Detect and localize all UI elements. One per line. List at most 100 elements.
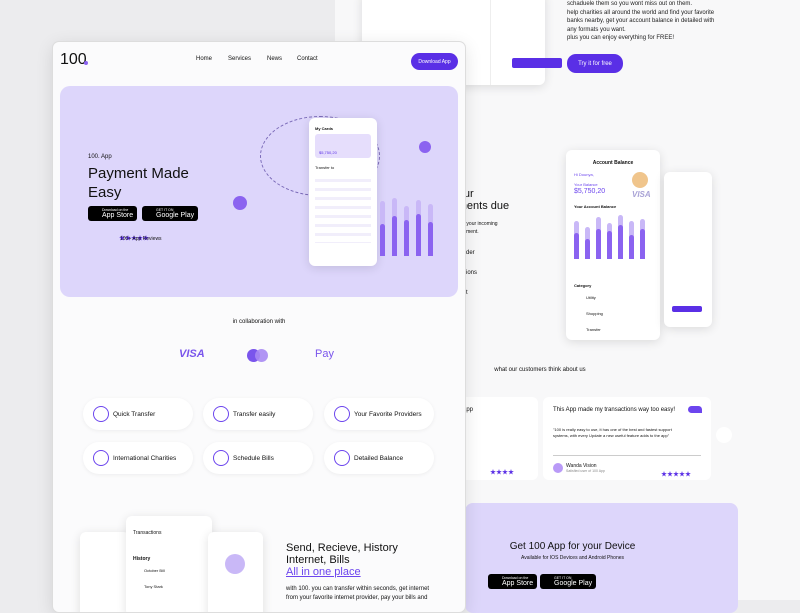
store-name: App Store — [502, 580, 534, 587]
hero-phone: My Cards $5,750,20 Transfer to — [309, 118, 377, 266]
quote: "100 is really easy to use, it has one o… — [553, 427, 672, 438]
logo: 100 — [60, 51, 87, 68]
app-store-button[interactable]: Download on the App Store — [488, 574, 538, 589]
feature-label: Your Favorite Providers — [354, 410, 422, 418]
cta-button[interactable]: Try it for free — [567, 54, 623, 73]
store-name: Google Play — [156, 212, 195, 219]
decor — [661, 464, 691, 482]
avatar — [225, 554, 245, 574]
decor-bar — [574, 233, 579, 259]
decor — [490, 462, 514, 480]
download-button[interactable]: Download App — [411, 53, 458, 70]
rating-stars — [119, 228, 149, 246]
front-page: 100 Home Services News Contact Download … — [53, 42, 465, 612]
profile-phone — [208, 532, 263, 612]
feature-label: International Charities — [113, 454, 177, 462]
store-small: Download on the — [102, 208, 129, 212]
feature-label: Quick Transfer — [113, 410, 156, 418]
reviewer-role: Satisfied user of 100 App — [566, 469, 605, 473]
feature[interactable]: Detailed Balance — [324, 442, 434, 474]
avatar — [632, 172, 648, 188]
decor-dot — [419, 141, 431, 153]
star — [143, 235, 149, 241]
nav-link[interactable]: News — [267, 56, 283, 62]
nav-link[interactable]: Contact — [297, 56, 318, 62]
decor — [553, 455, 701, 456]
feature-label: Schedule Bills — [233, 454, 274, 462]
mastercard-logo — [255, 349, 268, 362]
star — [679, 471, 685, 477]
store-name: App Store — [102, 212, 134, 219]
feature[interactable]: Transfer easily — [203, 398, 313, 430]
about-text: schaduele them so you wont miss out on t… — [567, 1, 715, 41]
star — [673, 471, 679, 477]
card-title: This App made my transactions way too ea… — [553, 407, 676, 413]
balance-label: Your Balance — [574, 182, 598, 187]
phone-title: My Cards — [315, 126, 334, 131]
intro-text: with 100. you can transfer within second… — [286, 586, 430, 601]
download-panel: Get 100 App for your Device Available fo… — [465, 503, 738, 613]
testimonial-card: app — [455, 397, 538, 480]
balance: $5,750,20 — [574, 188, 606, 195]
mock-button — [672, 306, 702, 312]
star — [667, 471, 673, 477]
star — [685, 471, 691, 477]
history-title: History — [133, 556, 151, 562]
hero-eyebrow: 100. App — [88, 154, 112, 160]
hero-title: Payment Made Easy — [88, 165, 189, 201]
feature[interactable]: Quick Transfer — [83, 398, 193, 430]
feature[interactable]: International Charities — [83, 442, 193, 474]
avatar — [553, 463, 563, 473]
decor — [334, 406, 350, 422]
quote-icon — [688, 406, 702, 413]
star — [508, 469, 514, 475]
testimonial-card: This App made my transactions way too ea… — [543, 397, 711, 480]
phone-title: Transactions — [133, 530, 162, 536]
mock-button — [512, 58, 562, 68]
transactions-phone: Transactions History October Bill Tony S… — [126, 516, 212, 612]
category-item: Transfer — [586, 327, 601, 332]
star — [125, 235, 131, 241]
decor-bar — [392, 216, 397, 256]
balance-phone: Account Balance Hi Dounya, Your Balance … — [566, 150, 660, 340]
star — [131, 235, 137, 241]
nav-link[interactable]: Services — [228, 56, 252, 62]
card-widget — [315, 134, 371, 158]
card-phone — [664, 172, 712, 327]
rating-label: 100+ App Reviews — [120, 236, 162, 242]
download-subtitle: Available for IOS Devices and Android Ph… — [520, 555, 625, 561]
star — [502, 469, 508, 475]
feature[interactable]: Schedule Bills — [203, 442, 313, 474]
next-arrow[interactable] — [716, 427, 732, 443]
history-item: October Bill — [144, 568, 165, 573]
category-item: Utility — [586, 295, 596, 300]
decor-bar — [618, 225, 623, 259]
phone-balance: $5,750,20 — [319, 150, 337, 155]
nav-link[interactable]: Home — [196, 56, 213, 62]
hero: 100. App Payment Made Easy Download on t… — [60, 86, 458, 297]
google-play-button[interactable]: GET IT ON Google Play — [540, 574, 597, 589]
decor — [93, 450, 109, 466]
category-title: Category — [574, 283, 592, 288]
reviewer-name: Wanda Vision — [566, 463, 597, 469]
mini-chart — [574, 214, 654, 259]
google-play-button[interactable]: GET IT ON Google Play — [142, 206, 199, 221]
decor-bar — [416, 214, 421, 256]
decor — [213, 406, 229, 422]
decor — [93, 406, 109, 422]
feature[interactable]: Your Favorite Providers — [324, 398, 434, 430]
store-small: GET IT ON — [156, 208, 174, 212]
card-title: app — [463, 407, 474, 413]
feature-label: Detailed Balance — [354, 454, 404, 462]
decor — [334, 450, 350, 466]
logo-dot — [84, 61, 88, 65]
list-fragment: ions — [466, 270, 478, 276]
star — [496, 469, 502, 475]
brand-logo: VISA — [179, 348, 205, 360]
small-phone — [80, 532, 130, 612]
divider — [490, 0, 491, 85]
decor — [213, 450, 229, 466]
decor-bar — [404, 220, 409, 256]
app-store-button[interactable]: Download on the App Store — [88, 206, 138, 221]
decor-bar — [596, 229, 601, 259]
